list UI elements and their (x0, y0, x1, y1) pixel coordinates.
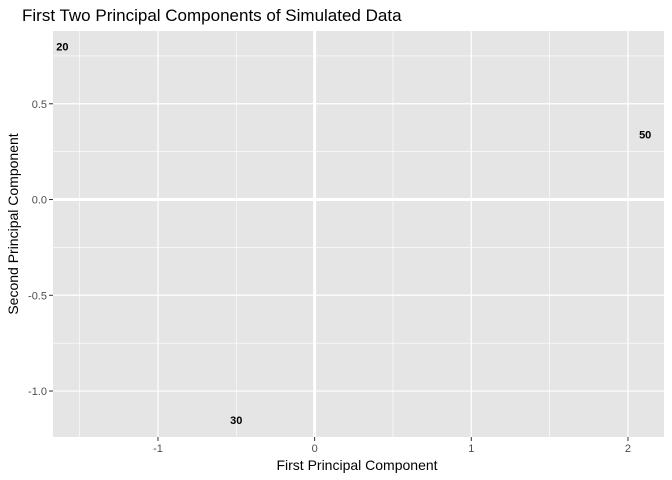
y-tick-label: -1.0 (28, 386, 47, 398)
y-tick-label: 0.0 (32, 195, 47, 207)
x-tick-label: 1 (468, 443, 474, 455)
x-tick-label: -1 (153, 443, 163, 455)
major-gridlines (53, 31, 664, 437)
point-label: 20 (56, 41, 68, 53)
point-label: 50 (639, 129, 651, 141)
x-tick-label: 0 (312, 443, 318, 455)
data-points: 20 50 30 (56, 41, 651, 426)
y-axis-ticks: -1.0 -0.5 0.0 0.5 (28, 99, 53, 398)
x-axis-ticks: -1 0 1 2 (153, 437, 631, 455)
y-axis-title: Second Principal Component (5, 133, 21, 314)
plot-panel (53, 31, 664, 437)
x-tick-label: 2 (625, 443, 631, 455)
y-tick-label: -0.5 (28, 290, 47, 302)
minor-gridlines (53, 31, 664, 437)
x-axis-title: First Principal Component (276, 457, 437, 473)
chart-title: First Two Principal Components of Simula… (22, 6, 402, 25)
y-tick-label: 0.5 (32, 99, 47, 111)
point-label: 30 (230, 415, 242, 427)
